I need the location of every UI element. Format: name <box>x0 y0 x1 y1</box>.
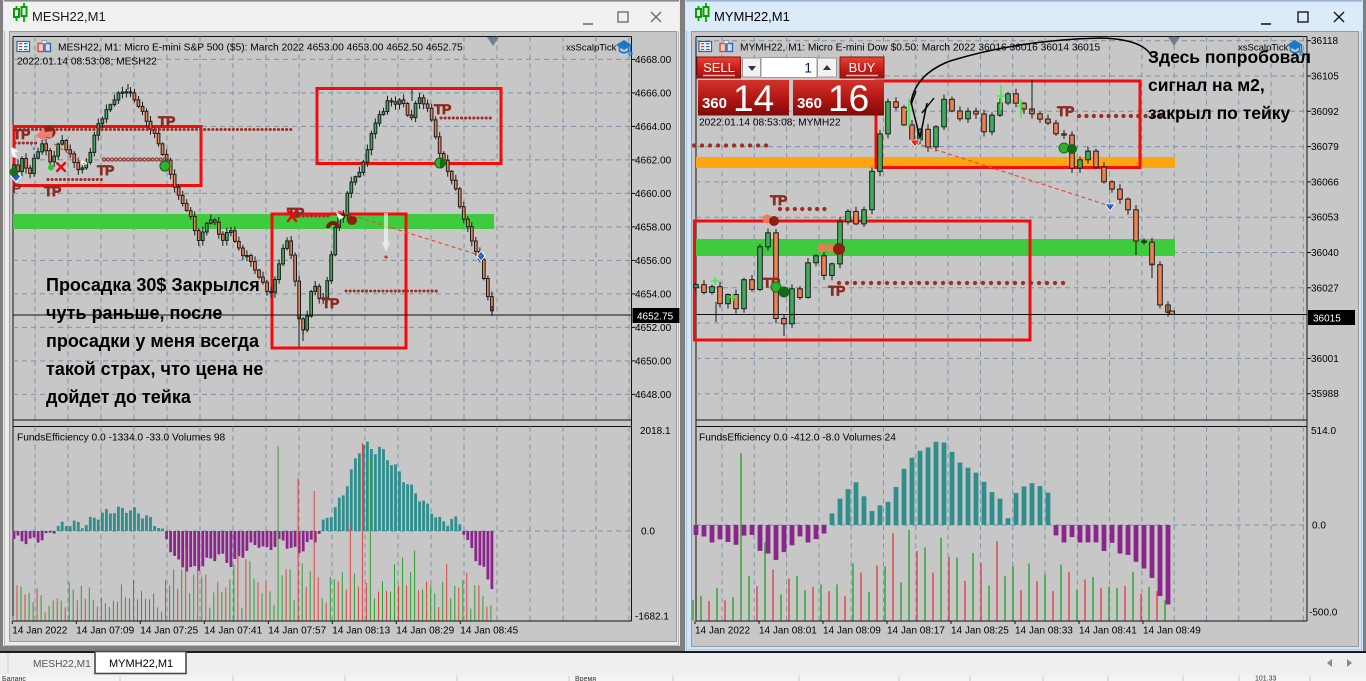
svg-text:Просадка 30$ Закрылся: Просадка 30$ Закрылся <box>46 275 260 295</box>
svg-text:14 Jan 07:41: 14 Jan 07:41 <box>204 626 262 637</box>
svg-text:xsScalpTick: xsScalpTick <box>1238 43 1289 54</box>
svg-text:MYMH22,M1: MYMH22,M1 <box>109 658 173 670</box>
svg-text:TP: TP <box>97 162 114 178</box>
svg-text:4664.00: 4664.00 <box>635 122 672 133</box>
svg-text:2022.01.14 08:53:08; MYMH22: 2022.01.14 08:53:08; MYMH22 <box>699 118 841 129</box>
svg-text:4648.00: 4648.00 <box>635 390 672 401</box>
svg-text:TP: TP <box>828 283 845 299</box>
svg-text:такой страх, что цена не: такой страх, что цена не <box>46 359 263 379</box>
svg-text:TP: TP <box>1057 103 1074 119</box>
svg-text:TP: TP <box>158 113 175 129</box>
svg-text:14 Jan 07:25: 14 Jan 07:25 <box>140 626 198 637</box>
svg-text:FundsEfficiency 0.0 -1334.0 -3: FundsEfficiency 0.0 -1334.0 -33.0 Volume… <box>17 433 226 444</box>
svg-text:4668.00: 4668.00 <box>635 55 672 66</box>
svg-text:чуть раньше, после: чуть раньше, после <box>46 303 222 323</box>
svg-text:TP: TP <box>44 183 61 199</box>
svg-text:14 Jan 08:01: 14 Jan 08:01 <box>759 626 817 637</box>
svg-text:4654.00: 4654.00 <box>635 289 672 300</box>
svg-text:MESH22,M1: MESH22,M1 <box>33 659 91 670</box>
svg-text:14 Jan 08:09: 14 Jan 08:09 <box>823 626 881 637</box>
svg-text:просадки у меня всегда: просадки у меня всегда <box>46 331 260 351</box>
svg-text:TP: TP <box>434 101 451 117</box>
svg-text:MESH22,M1: MESH22,M1 <box>32 9 106 24</box>
svg-text:2018.1: 2018.1 <box>640 426 671 437</box>
svg-text:14 Jan 2022: 14 Jan 2022 <box>695 626 750 637</box>
svg-text:14 Jan 07:57: 14 Jan 07:57 <box>268 626 326 637</box>
svg-text:36079: 36079 <box>1311 142 1339 153</box>
svg-text:Здесь попробовал: Здесь попробовал <box>1148 47 1311 67</box>
svg-text:14 Jan 08:13: 14 Jan 08:13 <box>332 626 390 637</box>
svg-text:TP: TP <box>13 126 30 142</box>
svg-text:14 Jan 08:25: 14 Jan 08:25 <box>951 626 1009 637</box>
svg-text:36040: 36040 <box>1311 248 1339 259</box>
svg-text:36015: 36015 <box>1313 314 1341 325</box>
svg-text:14 Jan 08:45: 14 Jan 08:45 <box>460 626 518 637</box>
svg-text:0.0: 0.0 <box>641 527 655 538</box>
svg-text:Время: Время <box>575 676 596 681</box>
svg-text:14 Jan 08:17: 14 Jan 08:17 <box>887 626 945 637</box>
svg-text:4658.00: 4658.00 <box>635 222 672 233</box>
svg-text:1: 1 <box>804 60 812 76</box>
svg-text:Баланс: Баланс <box>2 676 26 681</box>
svg-text:36066: 36066 <box>1311 177 1339 188</box>
svg-text:-1682.1: -1682.1 <box>635 612 669 623</box>
svg-text:BUY: BUY <box>849 60 876 75</box>
svg-text:16: 16 <box>828 78 869 119</box>
svg-text:35988: 35988 <box>1311 389 1339 400</box>
svg-text:FundsEfficiency 0.0 -412.0 -8.: FundsEfficiency 0.0 -412.0 -8.0 Volumes … <box>699 433 896 444</box>
svg-text:4652.00: 4652.00 <box>635 323 672 334</box>
svg-text:4662.00: 4662.00 <box>635 155 672 166</box>
svg-text:4652.75: 4652.75 <box>637 312 674 323</box>
svg-text:4656.00: 4656.00 <box>635 256 672 267</box>
svg-text:36001: 36001 <box>1311 354 1339 365</box>
svg-text:закрыл по тейку: закрыл по тейку <box>1148 103 1291 123</box>
svg-text:TP: TP <box>322 295 339 311</box>
svg-text:MYMH22,M1: MYMH22,M1 <box>714 9 790 24</box>
svg-text:MESH22, M1: Micro E-mini S&P: MESH22, M1: Micro E-mini S&P 500 ($5): M… <box>58 43 463 54</box>
svg-text:14 Jan 08:49: 14 Jan 08:49 <box>1143 626 1201 637</box>
svg-text:14 Jan 08:33: 14 Jan 08:33 <box>1015 626 1073 637</box>
svg-text:14 Jan 08:41: 14 Jan 08:41 <box>1079 626 1137 637</box>
svg-text:сигнал на м2,: сигнал на м2, <box>1148 75 1265 95</box>
svg-text:14: 14 <box>733 78 774 119</box>
svg-text:MYMH22, M1: Micro E-mini Dow: MYMH22, M1: Micro E-mini Dow $0.50: Marc… <box>740 43 1100 54</box>
svg-text:36053: 36053 <box>1311 213 1339 224</box>
svg-text:360: 360 <box>797 95 822 112</box>
svg-text:14 Jan 2022: 14 Jan 2022 <box>12 626 67 637</box>
svg-text:P: P <box>12 180 21 196</box>
svg-text:101.33: 101.33 <box>1255 676 1277 681</box>
svg-text:4660.00: 4660.00 <box>635 189 672 200</box>
svg-text:4666.00: 4666.00 <box>635 88 672 99</box>
svg-text:36027: 36027 <box>1311 283 1339 294</box>
svg-text:-500.0: -500.0 <box>1309 608 1338 619</box>
svg-text:SELL: SELL <box>703 60 735 75</box>
svg-text:360: 360 <box>702 95 727 112</box>
svg-text:0.0: 0.0 <box>1312 521 1326 532</box>
svg-text:36092: 36092 <box>1311 107 1339 118</box>
svg-text:14 Jan 08:29: 14 Jan 08:29 <box>396 626 454 637</box>
svg-text:36118: 36118 <box>1311 36 1339 47</box>
svg-text:514.0: 514.0 <box>1311 426 1336 437</box>
svg-text:xsScalpTick: xsScalpTick <box>566 43 617 54</box>
svg-text:14 Jan 07:09: 14 Jan 07:09 <box>76 626 134 637</box>
svg-text:36105: 36105 <box>1311 72 1339 83</box>
svg-text:2022.01.14 08:53:08; MESH22: 2022.01.14 08:53:08; MESH22 <box>17 57 157 68</box>
svg-text:TP: TP <box>770 192 787 208</box>
svg-text:дойдет до тейка: дойдет до тейка <box>46 387 192 407</box>
svg-text:4650.00: 4650.00 <box>635 356 672 367</box>
